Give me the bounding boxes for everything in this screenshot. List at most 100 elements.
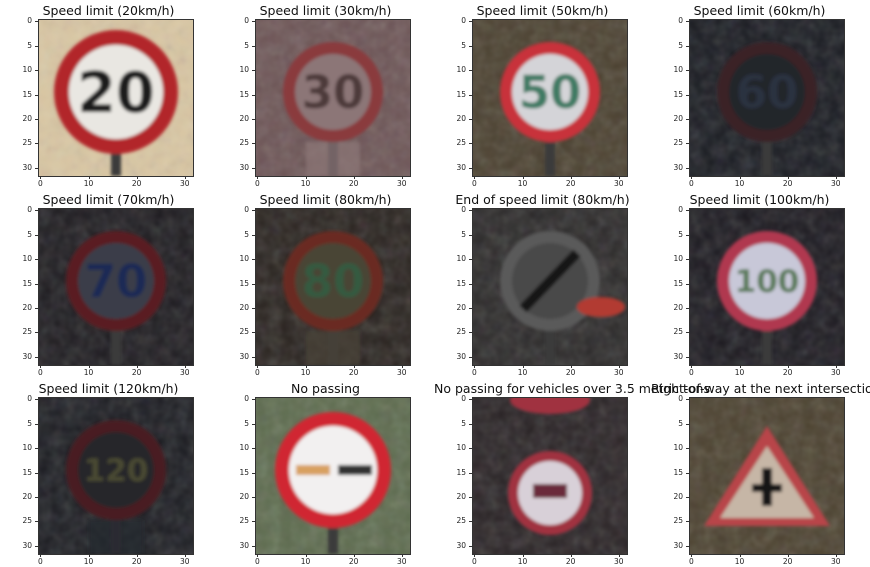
traffic-sign-image: 50 bbox=[472, 19, 628, 177]
y-tick-label: 25 bbox=[22, 138, 32, 148]
y-tick-mark bbox=[35, 21, 38, 23]
x-tick-mark bbox=[474, 176, 476, 179]
x-tick-label: 0 bbox=[472, 368, 477, 377]
x-tick-mark bbox=[257, 365, 259, 368]
y-tick-label: 30 bbox=[22, 351, 32, 361]
x-tick-mark bbox=[184, 365, 186, 368]
y-tick-mark bbox=[252, 283, 255, 285]
y-tick-label: 15 bbox=[22, 467, 32, 477]
x-tick-mark bbox=[835, 554, 837, 557]
y-tick-label: 5 bbox=[461, 40, 466, 50]
x-tick-label: 30 bbox=[180, 557, 190, 566]
y-tick-label: 10 bbox=[673, 65, 683, 75]
x-tick-mark bbox=[618, 365, 620, 368]
y-tick-mark bbox=[469, 545, 472, 547]
x-tick-mark bbox=[40, 554, 42, 557]
y-tick-label: 5 bbox=[678, 418, 683, 428]
subplot-panel: Speed limit (30km/h) 30 0 5 10 15 20 25 30 0 10 20 3… bbox=[217, 0, 434, 189]
x-tick-mark bbox=[353, 176, 355, 179]
x-tick-label: 30 bbox=[831, 368, 841, 377]
y-tick-label: 20 bbox=[456, 302, 466, 312]
y-tick-label: 5 bbox=[461, 418, 466, 428]
y-tick-mark bbox=[686, 21, 689, 23]
x-tick-label: 30 bbox=[397, 368, 407, 377]
traffic-sign-image bbox=[689, 397, 845, 555]
y-tick-label: 10 bbox=[673, 443, 683, 453]
x-tick-mark bbox=[739, 554, 741, 557]
y-tick-label: 15 bbox=[22, 89, 32, 99]
x-tick-mark bbox=[401, 554, 403, 557]
y-tick-mark bbox=[35, 45, 38, 47]
y-tick-mark bbox=[35, 143, 38, 145]
x-tick-mark bbox=[257, 554, 259, 557]
y-tick-mark bbox=[252, 94, 255, 96]
y-tick-mark bbox=[469, 356, 472, 358]
y-tick-label: 0 bbox=[244, 394, 249, 404]
y-tick-mark bbox=[252, 45, 255, 47]
x-tick-mark bbox=[40, 365, 42, 368]
y-tick-label: 25 bbox=[673, 516, 683, 526]
y-tick-label: 10 bbox=[22, 65, 32, 75]
sign-picture: 100 bbox=[690, 209, 844, 365]
sign-picture bbox=[690, 398, 844, 554]
subplot-title: Speed limit (20km/h) bbox=[42, 3, 175, 18]
y-tick-label: 20 bbox=[22, 491, 32, 501]
x-tick-mark bbox=[787, 365, 789, 368]
y-tick-label: 10 bbox=[239, 254, 249, 264]
x-tick-mark bbox=[88, 176, 90, 179]
x-tick-label: 10 bbox=[300, 179, 311, 188]
x-tick-label: 20 bbox=[565, 179, 576, 188]
x-tick-label: 0 bbox=[689, 557, 694, 566]
y-tick-mark bbox=[686, 356, 689, 358]
y-tick-label: 15 bbox=[239, 467, 249, 477]
x-tick-label: 10 bbox=[83, 557, 94, 566]
y-tick-mark bbox=[252, 472, 255, 474]
y-tick-mark bbox=[252, 143, 255, 145]
y-tick-label: 20 bbox=[239, 491, 249, 501]
y-tick-label: 30 bbox=[456, 162, 466, 172]
y-tick-mark bbox=[686, 167, 689, 169]
x-tick-label: 0 bbox=[38, 368, 43, 377]
y-tick-label: 20 bbox=[456, 113, 466, 123]
svg-text:20: 20 bbox=[77, 61, 155, 126]
y-tick-label: 20 bbox=[22, 113, 32, 123]
y-tick-mark bbox=[35, 210, 38, 212]
x-tick-label: 0 bbox=[472, 179, 477, 188]
subplot-title: Speed limit (70km/h) bbox=[42, 192, 175, 207]
x-tick-label: 30 bbox=[397, 557, 407, 566]
y-tick-label: 30 bbox=[673, 351, 683, 361]
subplot-title: Right-of-way at the next intersection bbox=[651, 381, 870, 396]
subplot-title: No passing bbox=[291, 381, 360, 396]
subplot-title: Speed limit (100km/h) bbox=[689, 192, 830, 207]
subplot-panel: End of speed limit (80km/h) 0 5 10 15 20 25 30 0… bbox=[434, 189, 651, 378]
x-tick-label: 0 bbox=[255, 368, 260, 377]
x-tick-mark bbox=[257, 176, 259, 179]
y-tick-mark bbox=[35, 118, 38, 120]
x-tick-mark bbox=[88, 554, 90, 557]
y-tick-mark bbox=[686, 521, 689, 523]
y-tick-label: 20 bbox=[22, 302, 32, 312]
subplot-panel: Speed limit (80km/h) 80 0 5 10 15 20 25 30 0 10 20 3… bbox=[217, 189, 434, 378]
x-tick-label: 0 bbox=[689, 368, 694, 377]
y-tick-label: 20 bbox=[239, 113, 249, 123]
y-tick-label: 15 bbox=[22, 278, 32, 288]
y-tick-label: 20 bbox=[673, 491, 683, 501]
x-tick-mark bbox=[136, 365, 138, 368]
sign-picture: 20 bbox=[39, 20, 193, 176]
y-tick-mark bbox=[252, 356, 255, 358]
svg-text:100: 100 bbox=[735, 264, 800, 300]
x-tick-label: 0 bbox=[472, 557, 477, 566]
x-tick-label: 10 bbox=[83, 179, 94, 188]
y-tick-mark bbox=[686, 399, 689, 401]
sign-picture bbox=[473, 398, 627, 554]
y-tick-label: 10 bbox=[456, 443, 466, 453]
y-tick-mark bbox=[686, 472, 689, 474]
x-tick-mark bbox=[787, 176, 789, 179]
x-tick-mark bbox=[691, 554, 693, 557]
y-tick-label: 5 bbox=[27, 229, 32, 239]
x-tick-mark bbox=[40, 176, 42, 179]
y-tick-mark bbox=[35, 521, 38, 523]
traffic-sign-image: 30 bbox=[255, 19, 411, 177]
y-tick-mark bbox=[469, 332, 472, 334]
y-tick-mark bbox=[469, 399, 472, 401]
